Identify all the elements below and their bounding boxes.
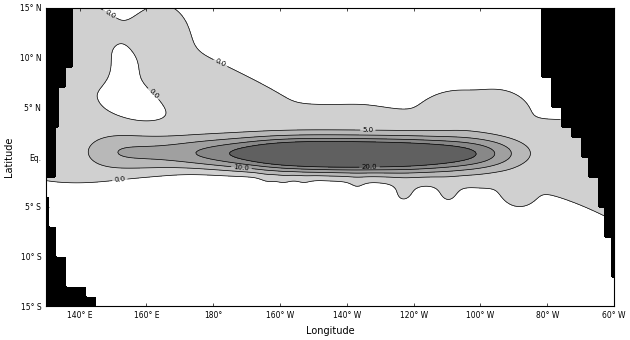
Text: 20.0: 20.0 [362,164,377,170]
Text: 0.0: 0.0 [214,58,227,68]
Text: 10.0: 10.0 [233,164,249,171]
Y-axis label: Latitude: Latitude [4,137,14,177]
X-axis label: Longitude: Longitude [306,326,355,336]
Text: 5.0: 5.0 [362,127,374,133]
Text: 0.0: 0.0 [147,88,159,100]
Text: 0.0: 0.0 [103,8,116,19]
Text: 0.0: 0.0 [114,176,126,183]
